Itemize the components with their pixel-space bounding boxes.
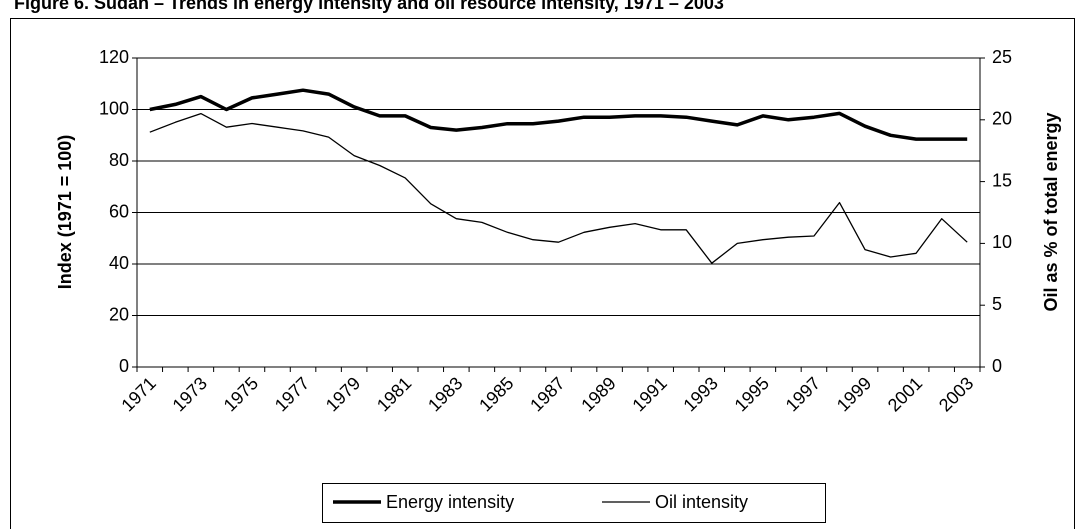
x-tick-label: 1991 xyxy=(628,373,670,415)
y-tick-label: 80 xyxy=(109,150,129,170)
legend-label: Oil intensity xyxy=(655,492,748,512)
x-tick-label: 1995 xyxy=(731,373,773,415)
x-tick-label: 2003 xyxy=(935,373,977,415)
x-tick-label: 1983 xyxy=(424,373,466,415)
x-tick-label: 1987 xyxy=(526,373,568,415)
y-tick-label: 0 xyxy=(119,356,129,376)
y-tick-label: 20 xyxy=(109,304,129,324)
x-tick-label: 1981 xyxy=(373,373,415,415)
chart-title: Figure 6. Sudan – Trends in energy inten… xyxy=(14,0,724,13)
legend xyxy=(322,483,826,523)
series-line xyxy=(149,112,968,264)
x-tick-label: 1973 xyxy=(169,373,211,415)
y-tick-label: 60 xyxy=(109,201,129,221)
y-tick-label: 120 xyxy=(99,47,129,67)
x-tick-label: 2001 xyxy=(884,373,926,415)
y-tick-label: 100 xyxy=(99,98,129,118)
legend-label: Energy intensity xyxy=(386,492,514,512)
y-tick-label: 40 xyxy=(109,253,129,273)
series-line xyxy=(149,88,968,141)
y2-axis-label: Oil as % of total energy xyxy=(1041,112,1061,311)
y2-tick-label: 5 xyxy=(992,294,1002,314)
y2-tick-label: 20 xyxy=(992,109,1012,129)
x-tick-label: 1999 xyxy=(833,373,875,415)
x-tick-label: 1997 xyxy=(782,373,824,415)
y2-tick-label: 0 xyxy=(992,356,1002,376)
x-tick-label: 1979 xyxy=(322,373,364,415)
y2-tick-label: 15 xyxy=(992,170,1012,190)
x-tick-label: 1985 xyxy=(475,373,517,415)
y2-tick-label: 25 xyxy=(992,47,1012,67)
x-tick-label: 1975 xyxy=(220,373,262,415)
x-tick-label: 1977 xyxy=(271,373,313,415)
y-axis-label: Index (1971 = 100) xyxy=(55,135,75,290)
y2-tick-label: 10 xyxy=(992,232,1012,252)
x-tick-label: 1989 xyxy=(577,373,619,415)
x-tick-label: 1971 xyxy=(118,373,160,415)
x-tick-label: 1993 xyxy=(680,373,722,415)
chart-frame xyxy=(10,18,1075,529)
